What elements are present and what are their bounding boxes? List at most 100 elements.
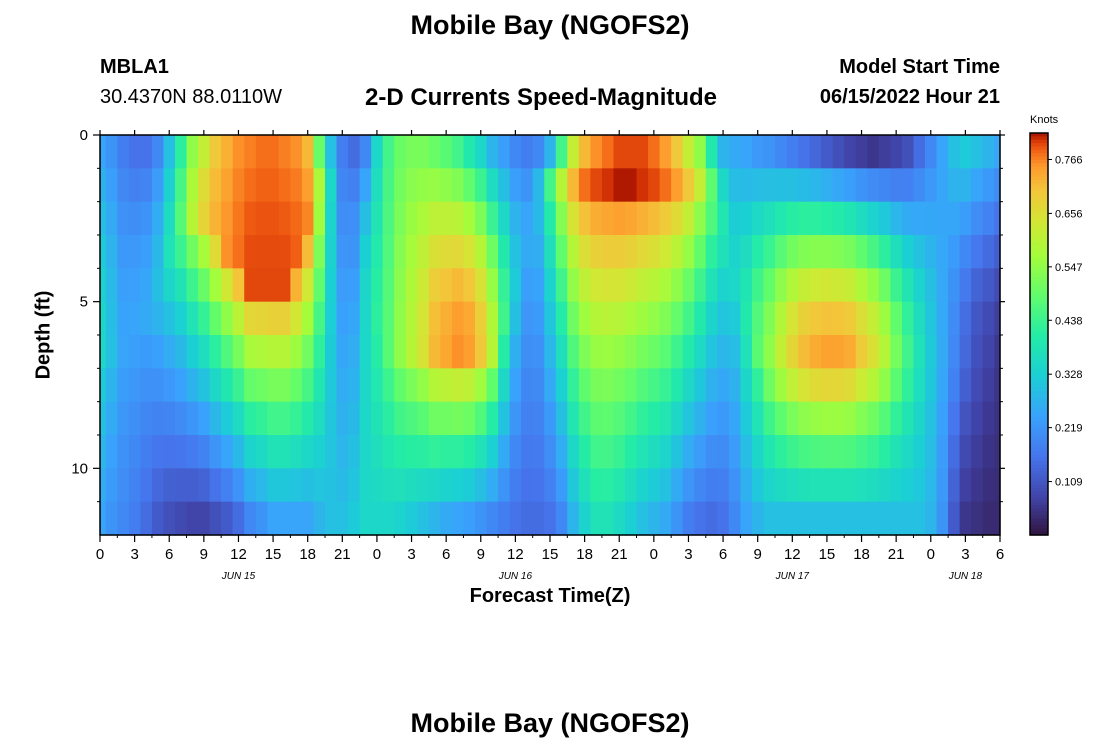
colorbar-swatch	[1030, 149, 1048, 154]
heatmap-cell	[982, 135, 995, 169]
colorbar-swatch	[1030, 193, 1048, 198]
x-tick-label: 21	[611, 546, 628, 563]
heatmap-cell	[925, 268, 938, 303]
colorbar-swatch	[1030, 210, 1048, 214]
heatmap-cell	[751, 168, 765, 203]
heatmap-cell	[913, 268, 926, 303]
heatmap-cell	[578, 401, 591, 436]
heatmap-cell	[786, 235, 799, 269]
heatmap-cell	[982, 468, 995, 503]
heatmap-cell	[100, 268, 107, 303]
heatmap-cell	[128, 335, 141, 369]
heatmap-cell	[567, 268, 580, 303]
heatmap-cell	[175, 235, 188, 269]
heatmap-cell	[636, 235, 649, 269]
heatmap-cell	[128, 501, 141, 536]
heatmap-cell	[971, 368, 984, 403]
colorbar-swatch	[1030, 179, 1048, 184]
heatmap-cell	[532, 368, 545, 403]
heatmap-cell	[625, 468, 638, 503]
heatmap-cell	[313, 201, 326, 236]
heatmap-cell	[705, 135, 718, 169]
heatmap-cell	[786, 201, 799, 236]
y-tick-label: 5	[80, 294, 88, 311]
heatmap-cell	[659, 235, 672, 269]
heatmap-cell	[232, 335, 245, 369]
heatmap-cell	[855, 268, 868, 303]
heatmap-cell	[925, 368, 938, 403]
heatmap-cell	[659, 468, 672, 503]
heatmap-cell	[325, 368, 338, 403]
colorbar-swatch	[1030, 256, 1048, 261]
heatmap-cell	[267, 135, 280, 169]
heatmap-cell	[336, 268, 349, 303]
heatmap-cell	[428, 168, 441, 203]
heatmap-cell	[221, 201, 234, 236]
heatmap-cell	[198, 368, 211, 403]
heatmap-cell	[613, 435, 626, 469]
heatmap-chart: 0 3 6 9 12 15 18 21 0 3 6 9 12 15 18 21 0 3 6 9 12 15 18 21 0 3 6 J…	[71, 127, 1082, 582]
colorbar-swatch	[1030, 146, 1048, 151]
heatmap-cell	[175, 135, 188, 169]
heatmap-cell	[359, 435, 372, 469]
heatmap-cell	[255, 235, 268, 269]
heatmap-cell	[636, 501, 649, 536]
heatmap-cell	[878, 435, 891, 469]
heatmap-cell	[682, 501, 695, 536]
heatmap-cell	[428, 435, 441, 469]
heatmap-cell	[325, 301, 338, 336]
heatmap-cell	[844, 235, 857, 269]
heatmap-cell	[982, 501, 995, 536]
heatmap-cell	[544, 501, 557, 536]
heatmap-cell	[901, 235, 915, 269]
colorbar-swatch	[1030, 524, 1048, 529]
x-tick-label: 3	[407, 546, 415, 563]
colorbar-swatch	[1030, 441, 1048, 446]
heatmap-cell	[740, 201, 753, 236]
heatmap-cell	[705, 401, 718, 436]
heatmap-cell	[232, 168, 245, 203]
heatmap-cell	[451, 201, 465, 236]
heatmap-cell	[971, 335, 984, 369]
heatmap-cell	[440, 335, 453, 369]
heatmap-cell	[100, 335, 107, 369]
heatmap-cell	[198, 301, 211, 336]
heatmap-cell	[578, 135, 591, 169]
heatmap-cell	[775, 235, 788, 269]
colorbar-swatch	[1030, 233, 1048, 238]
heatmap-cell	[682, 368, 695, 403]
heatmap-cell	[601, 168, 615, 203]
heatmap-cell	[694, 201, 707, 236]
colorbar-swatch	[1030, 521, 1048, 526]
heatmap-cell	[532, 468, 545, 503]
heatmap-cell	[936, 401, 949, 436]
heatmap-cell	[186, 501, 199, 536]
colorbar-swatch	[1030, 169, 1048, 174]
heatmap-cell	[948, 501, 961, 536]
heatmap-cell	[267, 168, 280, 203]
heatmap-cell	[394, 168, 407, 203]
heatmap-cell	[382, 401, 395, 436]
heatmap-cell	[555, 368, 568, 403]
heatmap-cell	[948, 168, 961, 203]
heatmap-cell	[278, 168, 291, 203]
heatmap-cell	[694, 268, 707, 303]
heatmap-cell	[544, 301, 557, 336]
heatmap-cell	[394, 501, 407, 536]
heatmap-cell	[867, 468, 880, 503]
heatmap-cell	[694, 301, 707, 336]
heatmap-cell	[821, 501, 834, 536]
heatmap-cell	[198, 201, 211, 236]
heatmap-cell	[417, 435, 430, 469]
y-tick-label: 0	[80, 127, 88, 144]
heatmap-cell	[925, 501, 938, 536]
heatmap-cell	[613, 368, 626, 403]
heatmap-cell	[117, 268, 130, 303]
colorbar-swatch	[1030, 246, 1048, 251]
heatmap-cell	[440, 135, 453, 169]
heatmap-cell	[267, 268, 280, 303]
colorbar-swatch	[1030, 236, 1048, 241]
heatmap-cell	[878, 368, 891, 403]
heatmap-cell	[475, 335, 488, 369]
heatmap-cell	[844, 168, 857, 203]
